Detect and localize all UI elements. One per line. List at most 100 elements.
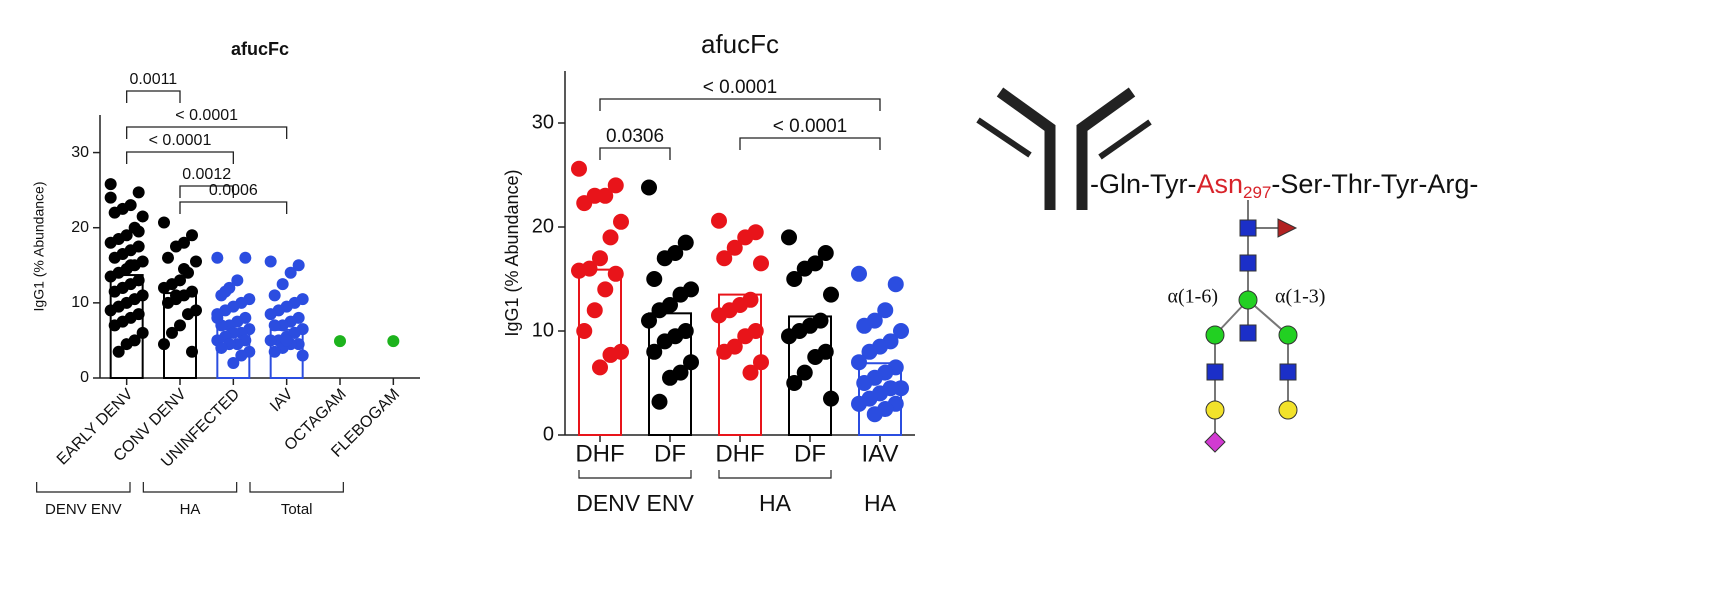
- data-point: [112, 345, 125, 358]
- data-point: [104, 191, 117, 204]
- y-tick-label: 30: [532, 111, 554, 133]
- linkage-label: α(1-3): [1275, 286, 1325, 308]
- data-point: [284, 266, 297, 279]
- data-point: [737, 229, 754, 246]
- data-point: [288, 326, 301, 339]
- x-tick-label: DHF: [715, 440, 764, 467]
- residue: Asn: [1196, 169, 1243, 199]
- data-point: [887, 276, 904, 293]
- data-point: [716, 343, 733, 360]
- data-point: [158, 216, 170, 229]
- data-point: [726, 239, 743, 256]
- data-point: [124, 259, 137, 272]
- data-point: [211, 311, 224, 324]
- antibody-shape: [976, 87, 1152, 210]
- data-point: [646, 271, 663, 287]
- x-tick-label: DF: [654, 440, 686, 467]
- antibody-diagram: -Gln-Tyr-Asn297-Ser-Thr-Tyr-Arg- α(1-6): [976, 87, 1478, 453]
- data-point: [641, 312, 657, 329]
- p-value: 0.0011: [129, 71, 177, 88]
- bar: [788, 315, 832, 436]
- significance-bracket: [126, 151, 234, 164]
- y-axis-label: IgG1 (% Abundance): [31, 182, 47, 312]
- antibody-light-chain: [976, 117, 1032, 158]
- sialic-acid: [1204, 431, 1226, 453]
- data-point: [576, 323, 593, 339]
- data-point: [742, 364, 759, 381]
- data-point: [753, 255, 769, 272]
- data-point: [264, 308, 277, 321]
- glcnac: [1239, 219, 1257, 237]
- data-point: [662, 369, 678, 386]
- data-point: [268, 319, 281, 332]
- data-point: [851, 354, 867, 371]
- fucose: [1277, 218, 1298, 238]
- data-point: [856, 375, 873, 391]
- glcnac: [1206, 363, 1224, 381]
- significance-bracket: [599, 98, 881, 111]
- data-point: [646, 343, 663, 360]
- data-point: [753, 354, 769, 371]
- y-tick-label: 20: [71, 219, 89, 236]
- data-point: [656, 333, 673, 350]
- peptide-sequence: -Gln-Tyr-Asn297-Ser-Thr-Tyr-Arg-: [1090, 169, 1478, 202]
- data-point: [108, 319, 121, 332]
- data-point: [387, 335, 400, 348]
- x-tick-label: IAV: [862, 440, 899, 467]
- x-tick-label: DHF: [575, 440, 624, 467]
- data-point: [104, 178, 117, 191]
- y-tick-label: 30: [71, 144, 89, 161]
- mannose: [1278, 325, 1298, 345]
- group-bracket: [718, 470, 832, 479]
- data-point: [711, 307, 727, 324]
- data-point: [817, 245, 834, 261]
- data-point: [136, 326, 149, 339]
- y-tick-label: 0: [80, 369, 89, 386]
- data-point: [235, 349, 248, 362]
- data-point: [641, 179, 657, 196]
- group-bracket: [36, 482, 131, 493]
- antibody-light-chain: [1098, 119, 1152, 160]
- data-point: [851, 265, 867, 282]
- data-point: [231, 274, 244, 287]
- data-point: [136, 210, 149, 223]
- data-point: [158, 338, 170, 351]
- data-point: [158, 281, 170, 294]
- p-value: < 0.0001: [149, 132, 212, 149]
- data-point: [571, 160, 587, 177]
- data-point: [264, 255, 277, 268]
- significance-bracket: [126, 90, 181, 103]
- data-point: [264, 334, 277, 347]
- antibody-arm: [1076, 87, 1136, 210]
- data-point: [576, 195, 593, 212]
- data-point: [823, 390, 839, 407]
- group-bracket: [249, 482, 344, 493]
- group-bracket: [578, 470, 692, 479]
- group-label: DENV ENV: [576, 490, 694, 516]
- significance-bracket: [739, 137, 881, 150]
- data-point: [190, 255, 202, 268]
- group-label: HA: [864, 490, 897, 516]
- x-tick-label: IAV: [267, 386, 297, 416]
- data-point: [656, 250, 673, 267]
- y-tick-label: 0: [543, 423, 554, 445]
- data-point: [737, 328, 754, 345]
- data-point: [592, 250, 608, 267]
- data-point: [239, 251, 252, 264]
- data-point: [602, 346, 619, 363]
- p-value: < 0.0001: [703, 77, 778, 98]
- bar: [648, 312, 692, 437]
- chart-title: afucFc: [701, 29, 779, 59]
- significance-bracket: [179, 201, 288, 214]
- p-value: < 0.0001: [773, 116, 848, 137]
- significance-bracket: [179, 185, 234, 198]
- data-point: [334, 335, 346, 348]
- data-point: [716, 250, 733, 267]
- significance-bracket: [599, 147, 671, 160]
- y-tick-label: 10: [71, 294, 89, 311]
- data-point: [227, 356, 240, 369]
- data-point: [592, 359, 608, 376]
- data-point: [104, 270, 117, 283]
